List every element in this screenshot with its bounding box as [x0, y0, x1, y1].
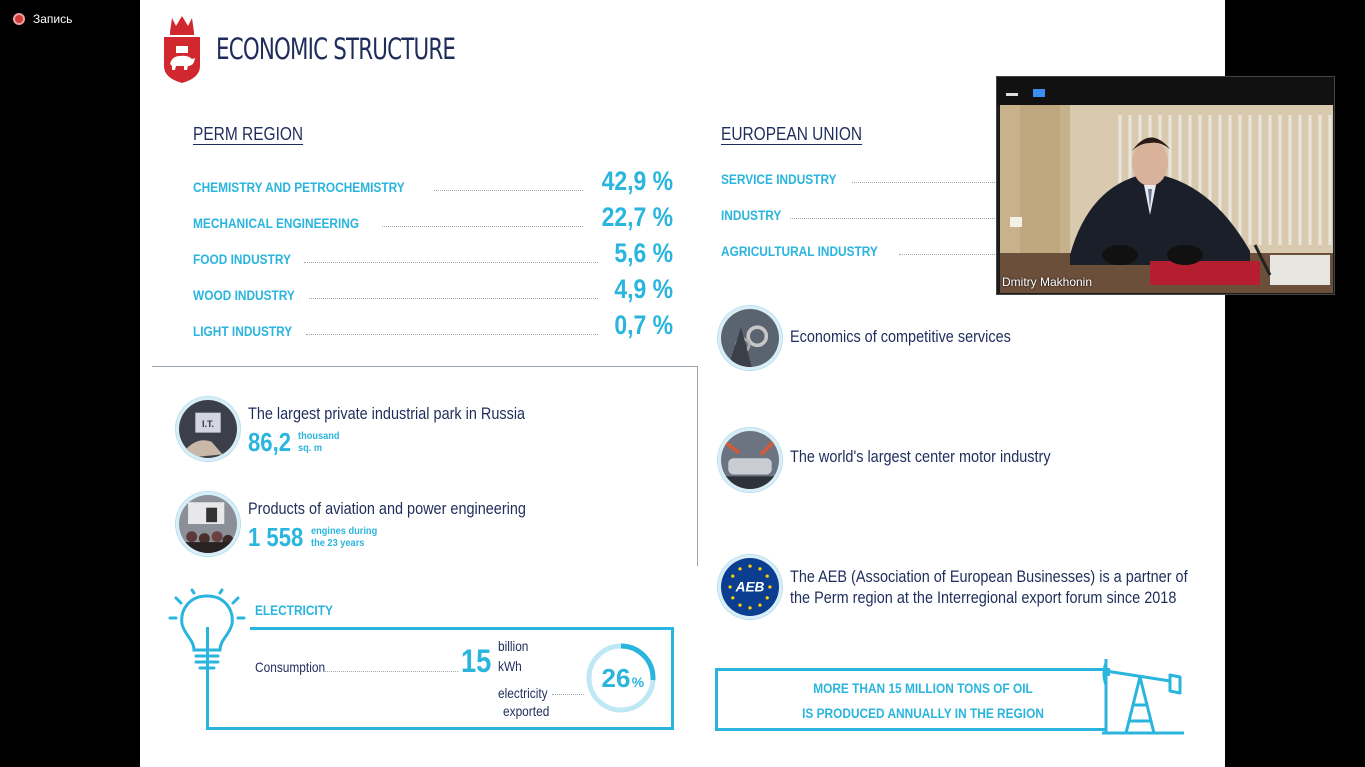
engines-count: 1 558	[248, 522, 304, 552]
divider-vertical	[697, 366, 698, 566]
leader-dots	[899, 254, 1015, 255]
industry-label: SERVICE INDUSTRY	[721, 172, 837, 187]
electricity-frame	[206, 627, 674, 730]
industry-label: CHEMISTRY AND PETROCHEMISTRY	[193, 180, 405, 195]
eu-heading: EUROPEAN UNION	[721, 124, 863, 144]
record-icon	[13, 13, 25, 25]
area-unit-line1: thousand	[298, 430, 340, 442]
aeb-text-line2: the Perm region at the Interregional exp…	[790, 588, 1177, 607]
recording-indicator: Запись	[13, 12, 72, 26]
industry-label: FOOD INDUSTRY	[193, 252, 291, 267]
export-share-gauge: 26 %	[586, 643, 656, 713]
consumption-unit-line1: billion	[498, 638, 529, 654]
industry-label: AGRICULTURAL INDUSTRY	[721, 244, 878, 259]
eu-row: INDUSTRY	[721, 208, 1021, 223]
oil-frame	[715, 668, 1107, 731]
industrial-park-text: The largest private industrial park in R…	[248, 404, 526, 423]
participant-name: Dmitry Makhonin	[1002, 275, 1093, 289]
aviation-image	[176, 492, 240, 556]
participant-video-tile[interactable]: Dmitry Makhonin	[996, 76, 1335, 295]
export-share-suffix: %	[632, 674, 645, 690]
industry-share: 22,7 %	[601, 202, 673, 232]
industry-label: MECHANICAL ENGINEERING	[193, 216, 360, 231]
aviation-text: Products of aviation and power engineeri…	[248, 499, 526, 518]
recording-label: Запись	[33, 12, 73, 26]
motor-industry-image	[718, 428, 782, 492]
slide-header: ECONOMIC STRUCTURE	[162, 14, 508, 84]
it-icon-text: I.T.	[202, 419, 214, 429]
aeb-logo: AEB	[718, 555, 782, 619]
area-unit-line2: sq. m	[298, 442, 323, 454]
industrial-park-image: I.T.	[176, 397, 240, 461]
industry-share: 4,9 %	[614, 274, 673, 304]
perm-row: WOOD INDUSTRY 4,9 %	[193, 274, 673, 304]
perm-crest-icon	[164, 16, 200, 83]
perm-row: MECHANICAL ENGINEERING 22,7 %	[193, 202, 673, 232]
exported-label-line2: exported	[503, 703, 550, 719]
minimize-icon[interactable]	[1006, 93, 1018, 96]
industry-label: LIGHT INDUSTRY	[193, 324, 293, 339]
consumption-label: Consumption	[255, 659, 326, 675]
industry-label: WOOD INDUSTRY	[193, 288, 295, 303]
slide-title: ECONOMIC STRUCTURE	[216, 32, 456, 66]
perm-row: FOOD INDUSTRY 5,6 %	[193, 238, 673, 268]
electricity-title: ELECTRICITY	[255, 603, 333, 618]
industry-label: INDUSTRY	[721, 208, 782, 223]
leader-dots	[304, 262, 598, 263]
oil-statement: MORE THAN 15 MILLION TONS OF OIL IS PROD…	[743, 676, 1104, 726]
eu-row: SERVICE INDUSTRY	[721, 172, 1021, 187]
services-text: Economics of competitive services	[790, 327, 1011, 346]
perm-row: LIGHT INDUSTRY 0,7 %	[193, 310, 673, 340]
leader-dots	[305, 334, 598, 335]
engines-unit-line2: the 23 years	[311, 537, 365, 549]
industry-share: 5,6 %	[614, 238, 673, 268]
leader-dots	[852, 182, 1015, 183]
industrial-park-area: 86,2	[248, 427, 292, 457]
leader-dots	[381, 226, 583, 227]
aeb-text-line1: The AEB (Association of European Busines…	[790, 567, 1188, 586]
motor-industry-text: The world's largest center motor industr…	[790, 447, 1051, 466]
video-toolbar	[997, 77, 1334, 105]
eu-row: AGRICULTURAL INDUSTRY	[721, 244, 1021, 259]
leader-dots	[308, 298, 598, 299]
oil-pump-icon	[1102, 659, 1184, 735]
aeb-logo-text: AEB	[735, 580, 765, 595]
maximize-icon[interactable]	[1033, 89, 1045, 97]
consumption-unit-line2: kWh	[498, 658, 522, 674]
industry-share: 42,9 %	[601, 166, 673, 196]
oil-line2: IS PRODUCED ANNUALLY IN THE REGION	[802, 706, 1044, 721]
leader-dots	[552, 694, 584, 695]
leader-dots	[323, 671, 458, 672]
industry-share: 0,7 %	[614, 310, 673, 340]
divider-horizontal	[152, 366, 697, 367]
exported-label-line1: electricity	[498, 685, 548, 701]
perm-row: CHEMISTRY AND PETROCHEMISTRY 42,9 %	[193, 166, 673, 196]
leader-dots	[433, 190, 583, 191]
leader-dots	[789, 218, 1015, 219]
export-share-value: 26	[602, 663, 631, 693]
electricity-frame-top	[250, 627, 674, 630]
engines-unit-line1: engines during	[311, 525, 378, 537]
video-feed	[1000, 105, 1333, 293]
perm-region-heading: PERM REGION	[193, 124, 304, 144]
services-image	[718, 306, 782, 370]
consumption-value: 15	[461, 643, 492, 679]
oil-line1: MORE THAN 15 MILLION TONS OF OIL	[813, 681, 1033, 696]
